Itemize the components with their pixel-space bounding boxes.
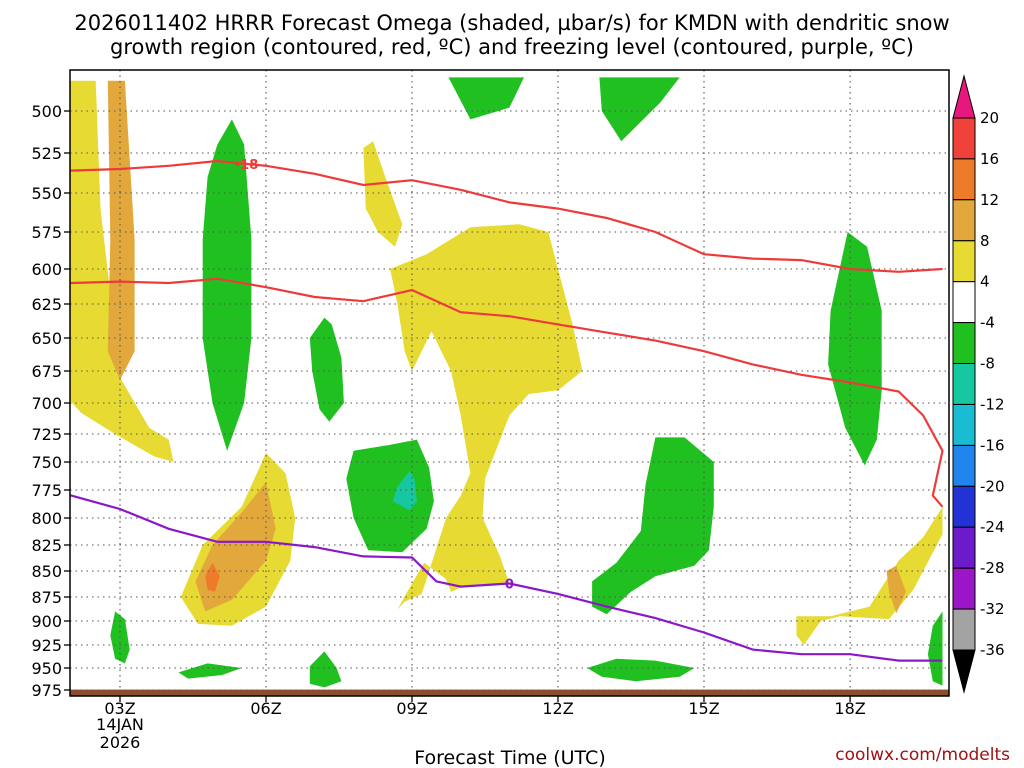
x-date-line1: 14JAN	[96, 715, 144, 734]
colorbar-top-arrow	[952, 74, 976, 119]
y-tick-label: 700	[31, 394, 62, 413]
y-tick-label: 575	[31, 223, 62, 242]
colorbar-level-label: -36	[980, 641, 1005, 659]
y-tick-label: 825	[31, 536, 62, 555]
colorbar-level-label: -32	[980, 600, 1005, 618]
omega-region-sink-0500-green	[202, 119, 252, 451]
y-tick-label: 500	[31, 102, 62, 121]
omega-region-sink-0830-teal	[392, 471, 417, 511]
colorbar-level-label: 8	[980, 232, 990, 250]
colorbar-level-label: 16	[980, 150, 999, 168]
colorbar-segment	[952, 158, 976, 201]
omega-region-sink-1400b-green	[587, 658, 695, 682]
y-axis: 500 525 550 575 600 625 650 675 700 725 750 775 800 8…	[31, 102, 70, 700]
x-tick-label: 18Z	[834, 699, 865, 718]
y-tick-label: 925	[31, 636, 62, 655]
colorbar-level-label: -8	[980, 355, 995, 373]
colorbar-segment	[952, 199, 976, 242]
omega-region-sink-1830-green	[828, 232, 882, 466]
omega-region-lift-0815-yellow	[363, 141, 403, 247]
omega-region-sink-top-0930-green	[448, 77, 524, 120]
colorbar-level-label: -20	[980, 477, 1005, 495]
colorbar-segment	[952, 608, 976, 651]
omega-region-sink-0530-green	[178, 663, 242, 679]
y-tick-label: 775	[31, 481, 62, 500]
plot-frame	[69, 69, 950, 697]
x-axis: 14JAN 2026 03Z 06Z 09Z 12Z 15Z 18Z	[96, 696, 866, 752]
omega-region-lift-0600-dark	[205, 562, 220, 592]
colorbar-segment	[952, 404, 976, 446]
omega-region-sink-1400-green	[592, 437, 714, 615]
y-tick-label: 625	[31, 295, 62, 314]
colorbar-level-label: 12	[980, 191, 999, 209]
colorbar-level-label: -28	[980, 559, 1005, 577]
omega-region-sink-1930-green	[927, 611, 943, 686]
contour-dgz_bottom_-12C	[70, 277, 944, 508]
y-tick-label: 650	[31, 329, 62, 348]
gridlines	[70, 70, 949, 696]
colorbar-legend: 20 16 12 8 4 -4 -8 -12 -16 -20 -24 -28 -32 -36	[952, 74, 1005, 694]
omega-region-sink-0700-green	[309, 317, 344, 422]
x-tick-label: 09Z	[396, 699, 427, 718]
contour-label-dgz_top_-18C: -18	[235, 158, 259, 173]
omega-shading-layer	[70, 77, 943, 688]
colorbar-level-label: 20	[980, 109, 999, 127]
omega-region-sink-0830-green	[346, 439, 434, 553]
chart-title-line1: 2026011402 HRRR Forecast Omega (shaded, …	[74, 11, 949, 35]
ground-surface	[70, 689, 949, 696]
colorbar-bottom-arrow	[952, 649, 976, 694]
x-tick-label: 12Z	[542, 699, 573, 718]
y-tick-label: 525	[31, 144, 62, 163]
colorbar-level-label: -24	[980, 518, 1005, 536]
x-date-line2: 2026	[100, 733, 141, 752]
x-tick-label: 06Z	[250, 699, 281, 718]
contour-layer: -18 0	[70, 158, 944, 662]
x-tick-label: 15Z	[688, 699, 719, 718]
colorbar-level-label: -12	[980, 396, 1005, 414]
colorbar-segment	[952, 281, 976, 324]
contour-dgz_top_-18C	[70, 159, 943, 273]
colorbar-level-label: -16	[980, 436, 1005, 454]
colorbar-level-label: 4	[980, 273, 990, 291]
colorbar-level-label: -4	[980, 314, 995, 332]
y-tick-label: 800	[31, 509, 62, 528]
omega-region-lift-1830-yellow	[796, 506, 943, 645]
omega-region-sink-0700b-green	[309, 651, 342, 688]
y-tick-label: 550	[31, 184, 62, 203]
y-tick-label: 725	[31, 425, 62, 444]
omega-region-lift-col-0300-yellow	[70, 80, 174, 462]
y-tick-label: 950	[31, 659, 62, 678]
y-tick-label: 900	[31, 612, 62, 631]
omega-region-lift-central-yellow	[390, 224, 583, 610]
y-tick-label: 875	[31, 588, 62, 607]
y-tick-label: 600	[31, 260, 62, 279]
chart-title-line2: growth region (contoured, red, ºC) and f…	[110, 35, 914, 59]
site-credit: coolwx.com/modelts	[835, 745, 1010, 765]
x-tick-label: 03Z	[104, 699, 135, 718]
colorbar-segment	[952, 322, 976, 365]
y-tick-label: 675	[31, 362, 62, 381]
colorbar-segment	[952, 363, 976, 405]
contour-label-freezing_level_0C: 0	[505, 578, 514, 593]
contour-freezing_level_0C	[70, 494, 943, 662]
colorbar-segment	[952, 117, 976, 160]
colorbar-segment	[952, 567, 976, 610]
y-tick-label: 750	[31, 453, 62, 472]
colorbar-segment	[952, 485, 976, 528]
x-axis-label: Forecast Time (UTC)	[414, 747, 605, 768]
y-tick-label: 975	[31, 681, 62, 700]
colorbar-segment	[952, 526, 976, 569]
omega-region-sink-top-1230-green	[599, 77, 680, 142]
y-tick-label: 850	[31, 562, 62, 581]
colorbar-segment	[952, 240, 976, 283]
ground-layer	[70, 689, 949, 696]
colorbar-segment	[952, 444, 976, 487]
omega-region-lift-col-0300-orange	[107, 80, 135, 381]
omega-region-lift-1830-orange	[886, 565, 906, 614]
